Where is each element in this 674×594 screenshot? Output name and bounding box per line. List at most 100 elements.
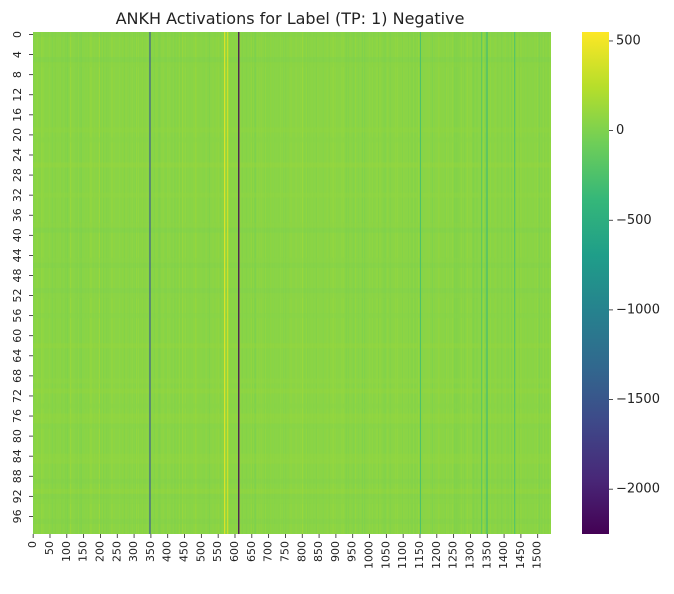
- x-tick-label: 300: [127, 541, 140, 562]
- x-tick-label: 650: [245, 541, 258, 562]
- y-tick-label: 8: [11, 71, 24, 78]
- x-tick-label: 1050: [379, 541, 392, 569]
- heatmap-row: [33, 388, 551, 393]
- heatmap-feature-column: [227, 32, 228, 534]
- y-tick-label: 40: [11, 228, 24, 242]
- y-axis: 0481216202428323640444852566064687276808…: [11, 31, 33, 523]
- y-tick-label: 72: [11, 389, 24, 403]
- heatmap-row: [33, 403, 551, 408]
- heatmap-row: [33, 263, 551, 268]
- y-tick-label: 20: [11, 128, 24, 142]
- x-tick-label: 1450: [514, 541, 527, 569]
- heatmap-feature-column: [420, 32, 421, 534]
- heatmap-row: [33, 127, 551, 132]
- x-tick-label: 700: [262, 541, 275, 562]
- heatmap-row: [33, 228, 551, 233]
- chart-title: ANKH Activations for Label (TP: 1) Negat…: [116, 9, 465, 28]
- heatmap-row: [33, 223, 551, 228]
- x-tick-label: 1300: [463, 541, 476, 569]
- x-tick-label: 900: [329, 541, 342, 562]
- heatmap-row: [33, 414, 551, 419]
- x-tick-label: 50: [43, 541, 56, 555]
- heatmap-row: [33, 258, 551, 263]
- y-tick-label: 56: [11, 309, 24, 323]
- heatmap-row: [33, 193, 551, 198]
- colorbar-tick-label: −2000: [616, 482, 660, 497]
- y-tick-label: 28: [11, 168, 24, 182]
- y-tick-label: 80: [11, 429, 24, 443]
- x-tick-label: 1200: [430, 541, 443, 569]
- y-tick-label: 76: [11, 409, 24, 423]
- x-tick-label: 200: [93, 541, 106, 562]
- heatmap-row: [33, 57, 551, 62]
- heatmap-feature-column: [486, 32, 487, 534]
- heatmap-row: [33, 137, 551, 142]
- x-tick-label: 1000: [363, 541, 376, 569]
- heatmap-row: [33, 419, 551, 424]
- y-tick-label: 16: [11, 108, 24, 122]
- x-tick-label: 750: [278, 541, 291, 562]
- heatmap-row: [33, 519, 551, 524]
- heatmap-row: [33, 424, 551, 429]
- y-tick-label: 48: [11, 268, 24, 282]
- colorbar-gradient: [582, 32, 609, 534]
- heatmap-feature-column: [481, 32, 482, 534]
- heatmap-feature-column: [224, 32, 225, 534]
- x-tick-label: 1150: [413, 541, 426, 569]
- heatmap-row: [33, 489, 551, 494]
- y-tick-label: 60: [11, 329, 24, 343]
- x-tick-label: 1400: [497, 541, 510, 569]
- x-tick-label: 800: [295, 541, 308, 562]
- x-tick-label: 450: [178, 541, 191, 562]
- y-tick-label: 52: [11, 289, 24, 303]
- x-tick-label: 500: [194, 541, 207, 562]
- colorbar-tick-label: −1500: [616, 392, 660, 407]
- heatmap-row: [33, 288, 551, 293]
- y-tick-label: 0: [11, 31, 24, 38]
- x-tick-label: 1100: [396, 541, 409, 569]
- colorbar-tick-label: −1000: [616, 302, 660, 317]
- heatmap-feature-column: [238, 32, 239, 534]
- y-tick-label: 84: [11, 449, 24, 463]
- x-tick-label: 600: [228, 541, 241, 562]
- y-tick-label: 36: [11, 208, 24, 222]
- x-tick-label: 400: [161, 541, 174, 562]
- x-tick-label: 100: [60, 541, 73, 562]
- y-tick-label: 12: [11, 88, 24, 102]
- heatmap-row: [33, 459, 551, 464]
- y-tick-label: 96: [11, 509, 24, 523]
- x-tick-label: 250: [110, 541, 123, 562]
- y-tick-label: 92: [11, 489, 24, 503]
- y-tick-label: 4: [11, 51, 24, 58]
- y-tick-label: 44: [11, 248, 24, 262]
- x-tick-label: 0: [26, 541, 39, 548]
- x-tick-label: 550: [211, 541, 224, 562]
- heatmap-row: [33, 479, 551, 484]
- heatmap-feature-column: [514, 32, 515, 534]
- heatmap-row: [33, 499, 551, 504]
- heatmap-cells: [33, 32, 551, 534]
- y-tick-label: 32: [11, 188, 24, 202]
- heatmap-row: [33, 313, 551, 318]
- y-tick-label: 24: [11, 148, 24, 162]
- y-tick-label: 88: [11, 469, 24, 483]
- heatmap-row: [33, 454, 551, 459]
- x-tick-label: 850: [312, 541, 325, 562]
- y-tick-label: 68: [11, 369, 24, 383]
- heatmap-row: [33, 378, 551, 383]
- heatmap-row: [33, 32, 551, 37]
- x-tick-label: 1500: [531, 541, 544, 569]
- heatmap-row: [33, 293, 551, 298]
- x-tick-label: 1250: [447, 541, 460, 569]
- colorbar-tick-label: 500: [616, 33, 641, 48]
- colorbar-tick-label: 0: [616, 123, 624, 138]
- heatmap-feature-column: [149, 32, 150, 534]
- y-tick-label: 64: [11, 349, 24, 363]
- x-tick-label: 1350: [480, 541, 493, 569]
- heatmap-row: [33, 494, 551, 499]
- heatmap-row: [33, 163, 551, 168]
